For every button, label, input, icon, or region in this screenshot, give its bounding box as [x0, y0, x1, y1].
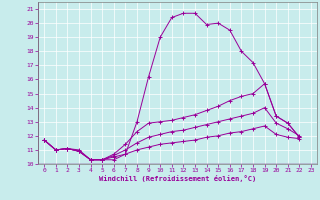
X-axis label: Windchill (Refroidissement éolien,°C): Windchill (Refroidissement éolien,°C) — [99, 175, 256, 182]
